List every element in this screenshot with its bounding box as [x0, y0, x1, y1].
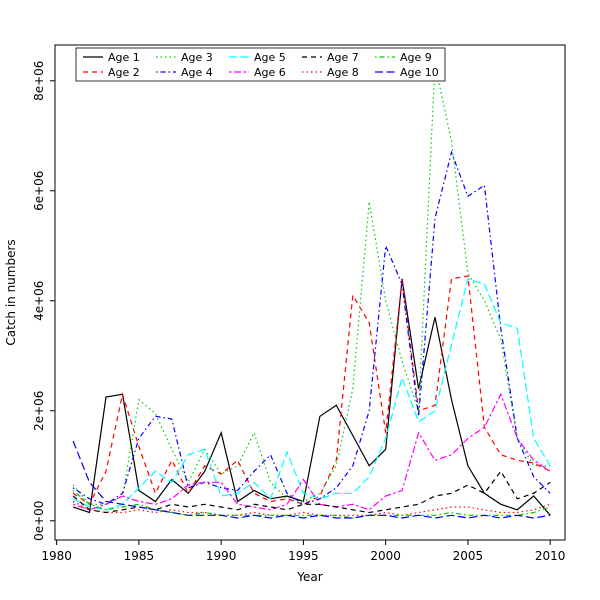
legend-label-age-2: Age 2	[108, 66, 140, 79]
series-line-age-9	[72, 490, 551, 519]
series-line-age-5	[72, 278, 551, 511]
legend-label-age-8: Age 8	[327, 66, 359, 79]
x-tick-label: 2000	[370, 549, 401, 563]
series-line-age-10	[72, 440, 551, 519]
y-axis-title: Catch in numbers	[4, 239, 18, 345]
x-tick-label: 1990	[206, 549, 237, 563]
x-tick-label: 2010	[535, 549, 566, 563]
legend-label-age-1: Age 1	[108, 51, 140, 64]
y-tick-label: 4e+06	[32, 281, 46, 321]
series-line-age-3	[72, 64, 551, 505]
legend-box	[75, 47, 446, 82]
legend-label-age-9: Age 9	[400, 51, 432, 64]
x-tick-label: 1995	[288, 549, 319, 563]
y-tick-label: 6e+06	[32, 171, 46, 211]
legend-label-age-10: Age 10	[400, 66, 439, 79]
series-line-age-1	[72, 278, 551, 516]
series-line-age-4	[72, 150, 551, 505]
series-line-age-2	[72, 275, 551, 506]
x-tick-label: 1985	[124, 549, 155, 563]
legend-label-age-4: Age 4	[181, 66, 213, 79]
x-tick-label: 2005	[453, 549, 484, 563]
y-tick-label: 8e+06	[32, 61, 46, 101]
series-line-age-8	[72, 500, 551, 516]
legend-label-age-3: Age 3	[181, 51, 213, 64]
y-tick-label: 0e+00	[32, 501, 46, 541]
plot-border	[54, 44, 566, 541]
x-axis-title: Year	[296, 570, 322, 584]
legend-label-age-5: Age 5	[254, 51, 286, 64]
series-line-age-6	[72, 392, 551, 511]
legend-label-age-6: Age 6	[254, 66, 286, 79]
x-tick-label: 1980	[41, 549, 72, 563]
legend-label-age-7: Age 7	[327, 51, 359, 64]
y-tick-label: 2e+06	[32, 391, 46, 431]
